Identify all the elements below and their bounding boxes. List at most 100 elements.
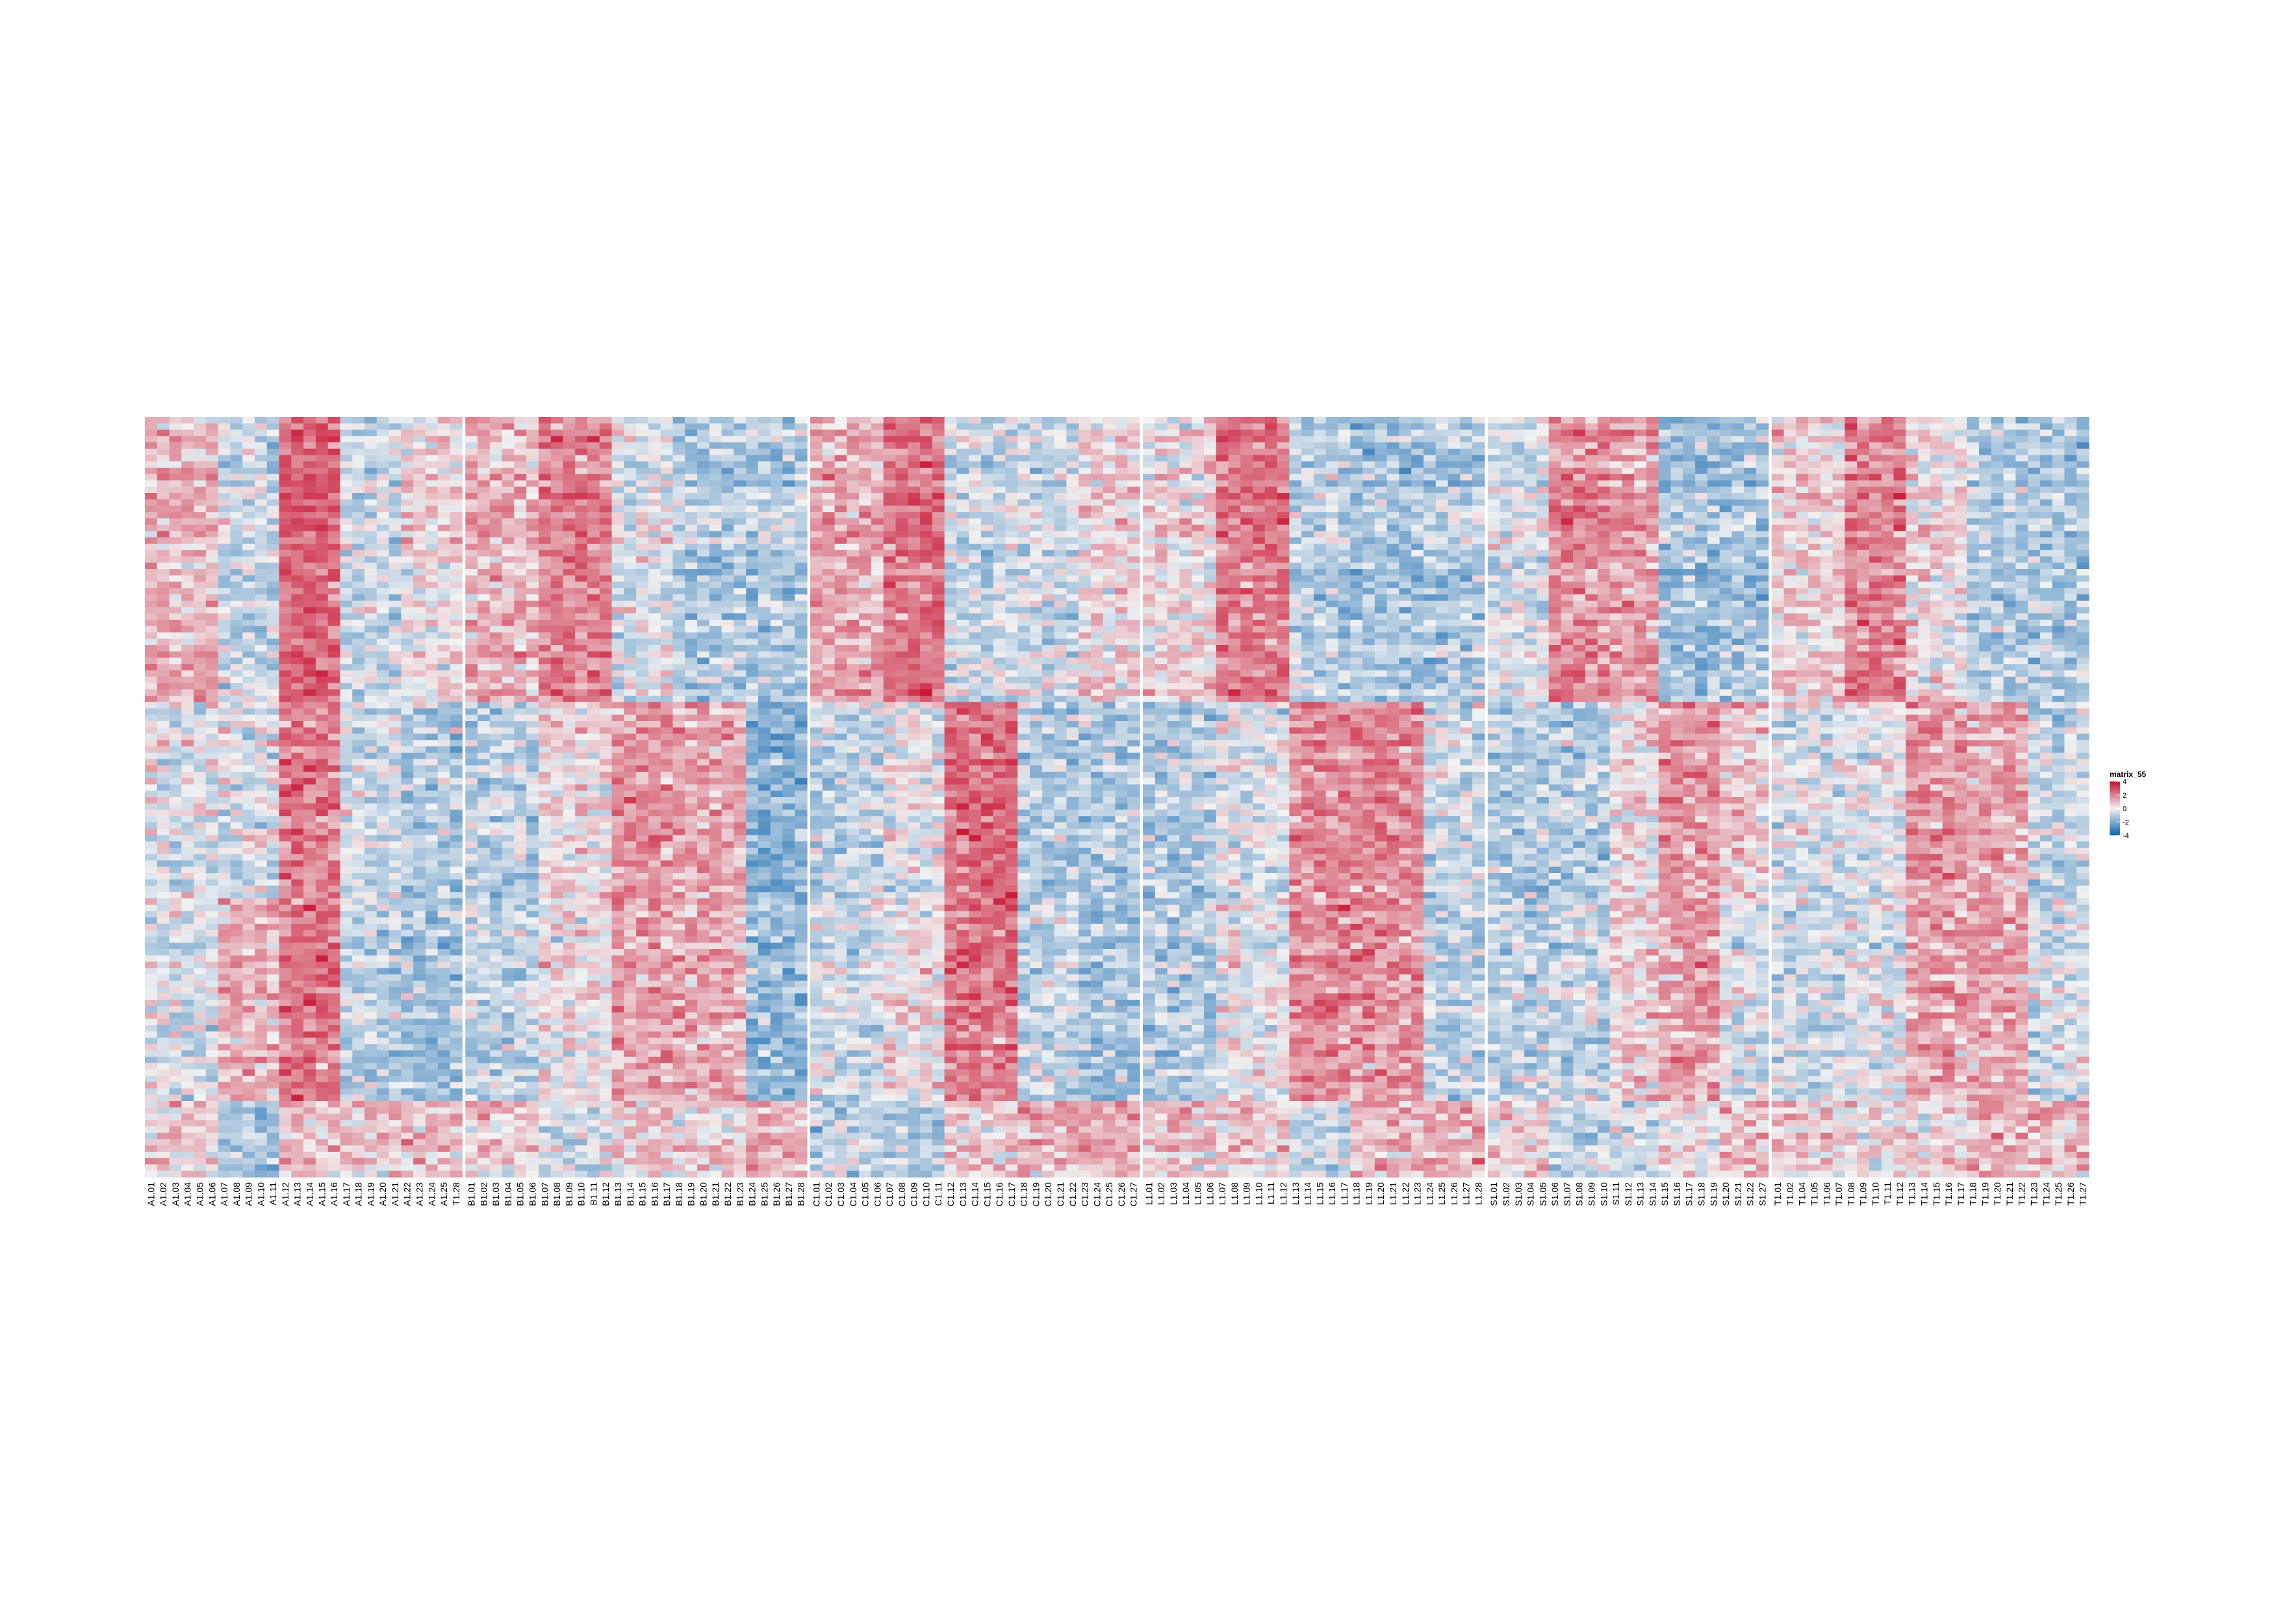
heatmap-cell — [413, 1037, 426, 1045]
heatmap-cell — [450, 518, 463, 526]
heatmap-cell — [205, 854, 219, 861]
heatmap-cell — [550, 733, 564, 741]
heatmap-cell — [425, 581, 439, 589]
heatmap-cell — [157, 581, 170, 589]
heatmap-cell — [575, 943, 588, 950]
heatmap-cell — [266, 1082, 280, 1089]
heatmap-cell — [489, 1120, 503, 1127]
heatmap-cell — [514, 537, 527, 544]
heatmap-cell — [340, 512, 353, 519]
heatmap-cell — [502, 575, 515, 583]
heatmap-cell — [157, 645, 170, 652]
heatmap-cell — [255, 1019, 268, 1026]
heatmap-cell — [450, 588, 463, 595]
heatmap-cell — [587, 613, 600, 620]
heatmap-cell — [550, 569, 564, 576]
heatmap-cell — [157, 569, 170, 576]
heatmap-cell — [218, 828, 231, 836]
heatmap-cell — [230, 575, 243, 583]
heatmap-cell — [205, 1120, 219, 1127]
heatmap-cell — [514, 1113, 527, 1121]
heatmap-cell — [303, 1107, 316, 1115]
heatmap-cell — [157, 752, 170, 760]
heatmap-cell — [611, 1000, 624, 1007]
heatmap-cell — [538, 1037, 552, 1045]
heatmap-cell — [255, 556, 268, 563]
heatmap-cell — [526, 657, 539, 665]
heatmap-cell — [181, 442, 194, 450]
heatmap-cell — [230, 639, 243, 646]
heatmap-cell — [401, 765, 414, 772]
heatmap-cell — [315, 936, 329, 943]
heatmap-cell — [279, 544, 292, 551]
heatmap-cell — [599, 1006, 613, 1013]
heatmap-cell — [194, 1012, 207, 1019]
heatmap-cell — [266, 1000, 280, 1007]
heatmap-cell — [291, 936, 304, 943]
heatmap-cell — [538, 740, 552, 747]
heatmap-cell — [230, 1113, 243, 1121]
heatmap-cell — [587, 1088, 600, 1095]
heatmap-cell — [413, 930, 426, 937]
heatmap-cell — [587, 708, 600, 715]
heatmap-cell — [376, 670, 390, 678]
heatmap-cell — [364, 987, 377, 994]
heatmap-cell — [563, 448, 576, 456]
heatmap-cell — [526, 708, 539, 715]
heatmap-cell — [389, 651, 402, 659]
heatmap-cell — [538, 1019, 552, 1026]
heatmap-cell — [425, 1063, 439, 1070]
heatmap-cell — [376, 1152, 390, 1159]
heatmap-cell — [205, 803, 219, 811]
heatmap-cell — [450, 436, 463, 443]
heatmap-cell — [502, 550, 515, 557]
heatmap-cell — [563, 493, 576, 500]
heatmap-cell — [636, 803, 649, 811]
heatmap-cell — [279, 632, 292, 639]
heatmap-cell — [145, 816, 158, 823]
heatmap-cell — [413, 816, 426, 823]
heatmap-cell — [611, 968, 624, 975]
heatmap-cell — [194, 784, 207, 791]
heatmap-cell — [437, 797, 451, 804]
heatmap-cell — [624, 1139, 637, 1146]
heatmap-cell — [327, 518, 341, 526]
heatmap-cell — [169, 1101, 182, 1108]
heatmap-cell — [538, 1158, 552, 1165]
heatmap-cell — [599, 1000, 613, 1007]
heatmap-cell — [611, 816, 624, 823]
heatmap-cell — [157, 696, 170, 703]
heatmap-cell — [230, 708, 243, 715]
heatmap-cell — [376, 1113, 390, 1121]
heatmap-cell — [599, 626, 613, 633]
heatmap-cell — [315, 670, 329, 678]
heatmap-cell — [636, 740, 649, 747]
heatmap-cell — [327, 778, 341, 785]
heatmap-cell — [303, 740, 316, 747]
heatmap-cell — [145, 772, 158, 779]
heatmap-cell — [401, 752, 414, 760]
heatmap-cell — [563, 924, 576, 931]
heatmap-cell — [514, 708, 527, 715]
heatmap-cell — [352, 429, 365, 437]
heatmap-cell — [599, 828, 613, 836]
heatmap-cell — [636, 715, 649, 722]
heatmap-cell — [230, 1082, 243, 1089]
heatmap-cell — [230, 1164, 243, 1171]
heatmap-cell — [242, 1145, 255, 1152]
heatmap-cell — [352, 480, 365, 487]
heatmap-cell — [340, 423, 353, 431]
heatmap-cell — [636, 778, 649, 785]
heatmap-cell — [624, 1145, 637, 1152]
heatmap-cell — [489, 689, 503, 696]
heatmap-cell — [205, 645, 219, 652]
heatmap-cell — [255, 809, 268, 817]
heatmap-cell — [478, 1101, 491, 1108]
heatmap-cell — [230, 1076, 243, 1083]
heatmap-cell — [611, 696, 624, 703]
heatmap-cell — [465, 828, 478, 836]
heatmap-cell — [611, 569, 624, 576]
heatmap-cell — [242, 943, 255, 950]
heatmap-cell — [194, 791, 207, 798]
heatmap-cell — [340, 854, 353, 861]
